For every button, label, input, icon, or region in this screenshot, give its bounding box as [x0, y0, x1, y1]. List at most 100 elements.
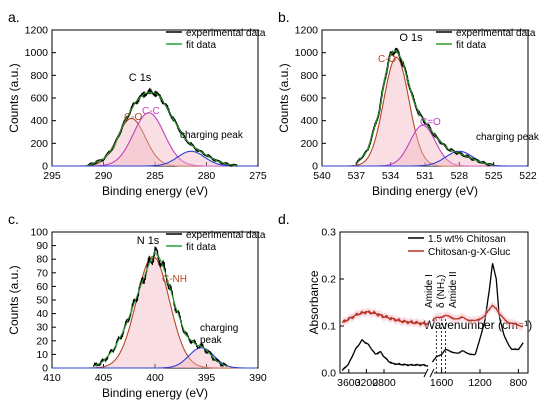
- panel-label: a.: [8, 9, 20, 25]
- x-tick-label: 1200: [468, 377, 492, 389]
- x-tick-label: 528: [451, 170, 469, 182]
- fit-component-chargingpeak: [52, 150, 257, 167]
- x-tick-label: 285: [146, 170, 164, 182]
- x-axis-label: Binding energy (eV): [372, 184, 478, 198]
- y-tick-label: 100: [30, 227, 48, 239]
- y-tick-label: 0.1: [321, 321, 336, 333]
- legend-label-fit: fit data: [186, 40, 216, 51]
- panel-1: a. 295 290 285 280 275 0 200 400 600 800 1000 1200 Bi…: [7, 9, 267, 198]
- y-tick-label: 30: [36, 322, 48, 334]
- legend-label-experimental: experimental data: [456, 28, 536, 39]
- y-tick-label: 1200: [25, 25, 49, 37]
- panel-label: c.: [8, 211, 19, 227]
- axis-break-mark: [429, 368, 435, 378]
- series-line-chitosan: [341, 339, 429, 371]
- x-tick-label: 531: [416, 170, 434, 182]
- legend-label-gluc: Chitosan-g-X-Gluc: [428, 247, 510, 258]
- x-tick-label: 540: [313, 170, 331, 182]
- y-tick-label: 70: [36, 267, 48, 279]
- y-tick-label: 800: [300, 70, 318, 82]
- y-tick-label: 0: [312, 161, 318, 173]
- y-tick-label: 50: [36, 295, 48, 307]
- y-tick-label: 0.2: [321, 274, 336, 286]
- y-tick-label: 0: [42, 161, 48, 173]
- legend-label-fit: fit data: [456, 40, 486, 51]
- annotation-co: C-O: [378, 54, 397, 65]
- annotation-cnh: C-NH: [162, 274, 187, 285]
- x-tick-label: 410: [43, 372, 61, 384]
- x-tick-label: 400: [146, 372, 164, 384]
- y-tick-label: 20: [36, 335, 48, 347]
- y-tick-label: 200: [30, 138, 48, 150]
- legend-label-fit: fit data: [186, 242, 216, 253]
- peak-fill: [52, 151, 258, 166]
- y-tick-label: 80: [36, 254, 48, 266]
- annotation-co: C-O: [124, 112, 143, 123]
- annotation-charging-peak: charging peak: [180, 130, 244, 141]
- peak-fill: [322, 125, 528, 166]
- panel-label: d.: [278, 211, 290, 227]
- annotation-nh: δ (NH₂): [436, 275, 447, 308]
- y-tick-label: 1000: [25, 47, 49, 59]
- legend-label-chitosan: 1.5 wt% Chitosan: [428, 234, 506, 245]
- x-tick-label: 1600: [430, 377, 454, 389]
- series-line-chitosan: [431, 263, 524, 363]
- annotation-cc: C-C: [142, 106, 160, 117]
- y-axis-label: Absorbance: [307, 270, 321, 334]
- y-tick-label: 90: [36, 240, 48, 252]
- x-tick-label: 534: [382, 170, 400, 182]
- y-axis-label: Counts (a.u.): [7, 265, 21, 334]
- fit-data-line: [355, 50, 494, 166]
- y-tick-label: 10: [36, 349, 48, 361]
- legend-label-experimental: experimental data: [186, 28, 266, 39]
- series-line-chitosan-g-x-gluc: [432, 304, 524, 328]
- x-tick-label: 522: [519, 170, 537, 182]
- y-tick-label: 400: [300, 115, 318, 127]
- x-tick-label: 800: [510, 377, 528, 389]
- series-line-chitosan-g-x-gluc: [341, 310, 429, 327]
- y-tick-label: 800: [30, 70, 48, 82]
- y-axis-label: Counts (a.u.): [277, 63, 291, 132]
- x-tick-label: 280: [198, 170, 216, 182]
- series-band: [432, 301, 524, 331]
- y-tick-label: 60: [36, 281, 48, 293]
- peak-fill: [52, 118, 258, 166]
- y-tick-label: 1200: [295, 25, 319, 37]
- x-axis-label: Wavenumber (cm⁻¹): [424, 318, 533, 332]
- x-axis-label: Binding energy (eV): [102, 184, 208, 198]
- legend-label-experimental: experimental data: [186, 230, 266, 241]
- x-tick-label: 2800: [372, 377, 396, 389]
- y-tick-label: 1000: [295, 47, 319, 59]
- y-tick-label: 400: [30, 115, 48, 127]
- x-tick-label: 395: [198, 372, 216, 384]
- annotation-amidei: Amide I: [424, 274, 435, 308]
- panel-label: b.: [278, 9, 290, 25]
- x-tick-label: 3200: [355, 377, 379, 389]
- core-level-title: O 1s: [399, 32, 423, 44]
- y-axis-label: Counts (a.u.): [7, 63, 21, 132]
- y-tick-label: 200: [300, 138, 318, 150]
- annotation-charging-peak: charging: [200, 323, 238, 334]
- y-tick-label: 40: [36, 308, 48, 320]
- x-tick-label: 537: [348, 170, 366, 182]
- x-tick-label: 275: [249, 170, 267, 182]
- fit-data-line: [93, 251, 227, 368]
- annotation-charging-peak: charging peak: [476, 132, 540, 143]
- annotation-co: C=O: [420, 117, 441, 128]
- x-axis-label: Binding energy (eV): [102, 386, 208, 400]
- panel-2: b. 540 537 534 531 528 525 522 0 200 400 600 800 1000…: [277, 9, 540, 198]
- y-tick-label: 600: [30, 93, 48, 105]
- peak-fill: [322, 151, 528, 166]
- peak-fill: [52, 112, 258, 166]
- axis-break-gap: [426, 369, 434, 377]
- series-band: [342, 307, 428, 329]
- axis-break-mark: [423, 368, 429, 378]
- x-tick-label: 3600: [337, 377, 361, 389]
- fit-data-line: [87, 91, 238, 167]
- y-tick-label: 0.0: [321, 368, 336, 380]
- x-tick-label: 405: [95, 372, 113, 384]
- x-tick-label: 525: [485, 170, 503, 182]
